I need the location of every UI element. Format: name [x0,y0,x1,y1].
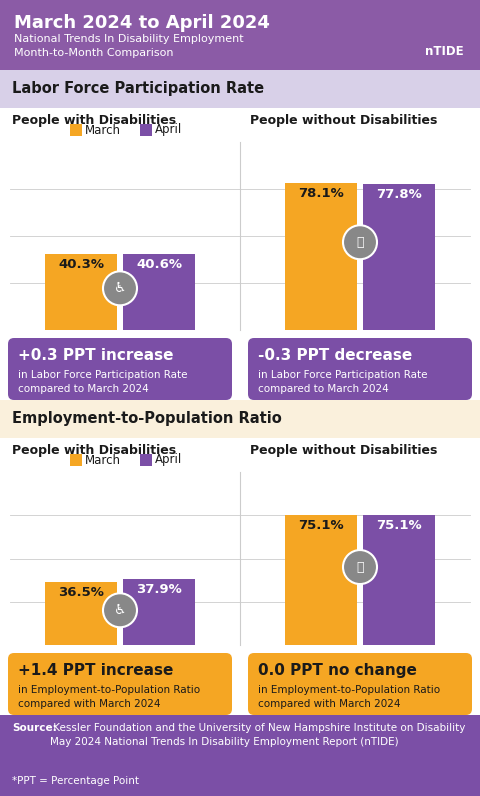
Text: ♿: ♿ [114,603,126,617]
Text: 36.5%: 36.5% [58,586,104,599]
Bar [285,183,357,330]
Text: ♿: ♿ [114,281,126,295]
Text: 🚶: 🚶 [356,236,364,248]
Text: Labor Force Participation Rate: Labor Force Participation Rate [12,81,264,96]
Text: National Trends In Disability Employment
Month-to-Month Comparison: National Trends In Disability Employment… [14,34,244,58]
Bar [70,124,82,136]
Text: in Labor Force Participation Rate
compared to March 2024: in Labor Force Participation Rate compar… [18,370,188,393]
Text: nTIDE: nTIDE [425,45,464,58]
Circle shape [103,271,137,306]
Text: People without Disabilities: People without Disabilities [250,444,437,457]
Text: March: March [85,454,121,466]
Text: in Labor Force Participation Rate
compared to March 2024: in Labor Force Participation Rate compar… [258,370,428,393]
Text: April: April [155,123,182,136]
Text: 40.3%: 40.3% [58,258,104,271]
Text: 77.8%: 77.8% [376,188,422,201]
FancyBboxPatch shape [8,653,232,715]
FancyBboxPatch shape [248,653,472,715]
Text: 78.1%: 78.1% [298,187,344,200]
Text: March 2024 to April 2024: March 2024 to April 2024 [14,14,270,32]
Text: 0.0 PPT no change: 0.0 PPT no change [258,663,417,678]
Circle shape [343,550,377,584]
Text: -0.3 PPT decrease: -0.3 PPT decrease [258,348,412,363]
Bar [45,582,117,645]
Bar [285,515,357,645]
Text: Source:: Source: [12,723,57,733]
Text: 37.9%: 37.9% [136,583,182,596]
Bar [363,515,435,645]
Text: April: April [155,454,182,466]
Text: *PPT = Percentage Point: *PPT = Percentage Point [12,776,139,786]
Bar [123,254,195,330]
Text: 40.6%: 40.6% [136,258,182,271]
Text: March: March [85,123,121,136]
Text: People with Disabilities: People with Disabilities [12,114,176,127]
Text: Employment-to-Population Ratio: Employment-to-Population Ratio [12,412,282,427]
Bar [45,254,117,330]
Bar [363,184,435,330]
Text: +1.4 PPT increase: +1.4 PPT increase [18,663,173,678]
Text: +0.3 PPT increase: +0.3 PPT increase [18,348,173,363]
Text: in Employment-to-Population Ratio
compared with March 2024: in Employment-to-Population Ratio compar… [258,685,440,708]
Text: in Employment-to-Population Ratio
compared with March 2024: in Employment-to-Population Ratio compar… [18,685,200,708]
Bar [140,124,152,136]
Text: Kessler Foundation and the University of New Hampshire Institute on Disability
M: Kessler Foundation and the University of… [50,723,466,747]
Circle shape [343,225,377,259]
Circle shape [103,593,137,627]
Bar [140,454,152,466]
Bar [70,454,82,466]
Text: 75.1%: 75.1% [376,519,422,532]
Text: 🚶: 🚶 [356,560,364,574]
FancyBboxPatch shape [248,338,472,400]
Text: People without Disabilities: People without Disabilities [250,114,437,127]
Bar [123,579,195,645]
FancyBboxPatch shape [8,338,232,400]
Text: 75.1%: 75.1% [298,519,344,532]
Text: People with Disabilities: People with Disabilities [12,444,176,457]
